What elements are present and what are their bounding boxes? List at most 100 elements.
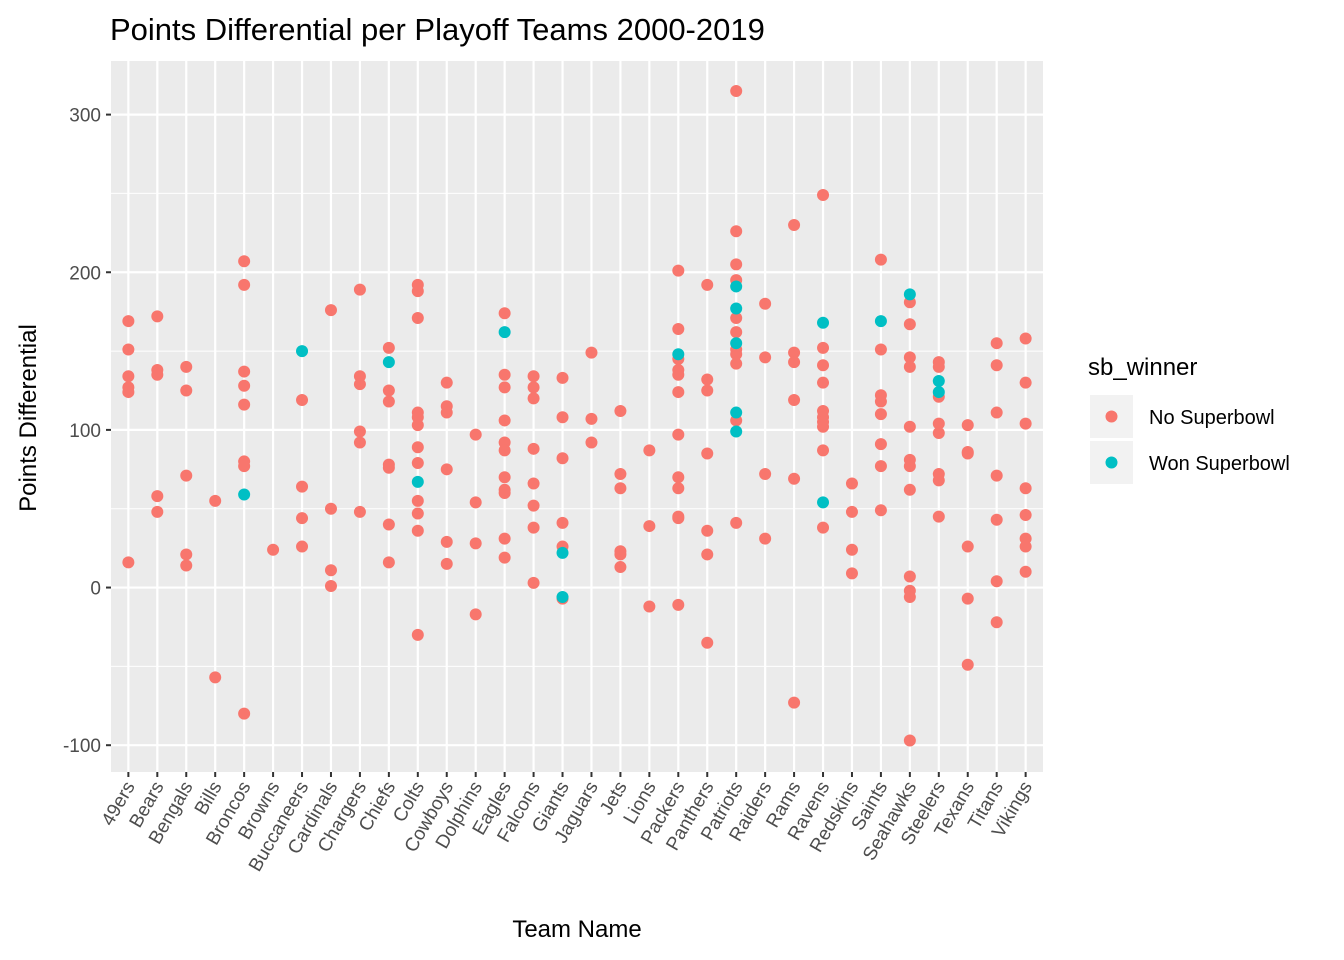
data-point bbox=[643, 444, 656, 457]
data-point bbox=[180, 559, 193, 572]
data-point bbox=[817, 189, 830, 202]
data-point bbox=[730, 357, 743, 370]
data-point bbox=[1019, 565, 1032, 578]
data-point bbox=[556, 371, 569, 384]
legend: sb_winner No Superbowl Won Superbowl bbox=[1088, 354, 1290, 484]
data-point bbox=[151, 368, 164, 381]
data-point bbox=[498, 486, 511, 499]
data-point bbox=[788, 393, 801, 406]
data-point bbox=[353, 505, 366, 518]
data-point bbox=[267, 543, 280, 556]
data-point bbox=[961, 540, 974, 553]
data-point bbox=[788, 356, 801, 369]
data-point bbox=[817, 496, 830, 509]
data-point bbox=[151, 490, 164, 503]
data-point bbox=[209, 494, 222, 507]
data-point bbox=[180, 384, 193, 397]
data-point bbox=[614, 404, 627, 417]
data-point bbox=[440, 535, 453, 548]
y-tick-label: 0 bbox=[90, 579, 101, 600]
data-point bbox=[961, 592, 974, 605]
data-point bbox=[614, 482, 627, 495]
x-axis-title: Team Name bbox=[512, 916, 641, 943]
data-point bbox=[730, 258, 743, 271]
data-point bbox=[180, 469, 193, 482]
data-point bbox=[527, 370, 540, 383]
data-point bbox=[817, 359, 830, 372]
data-point bbox=[411, 441, 424, 454]
data-point bbox=[845, 543, 858, 556]
data-point bbox=[614, 468, 627, 481]
data-point bbox=[672, 428, 685, 441]
data-point bbox=[874, 253, 887, 266]
data-point bbox=[990, 513, 1003, 526]
data-point bbox=[238, 278, 251, 291]
data-point bbox=[701, 278, 714, 291]
data-point bbox=[932, 386, 945, 399]
data-point bbox=[411, 285, 424, 298]
data-point bbox=[296, 393, 309, 406]
data-point bbox=[296, 512, 309, 525]
data-point bbox=[469, 537, 482, 550]
data-point bbox=[238, 488, 251, 501]
data-point bbox=[788, 696, 801, 709]
data-point bbox=[382, 518, 395, 531]
data-point bbox=[990, 575, 1003, 588]
data-point bbox=[382, 395, 395, 408]
data-point bbox=[382, 461, 395, 474]
data-point bbox=[730, 311, 743, 324]
data-point bbox=[324, 579, 337, 592]
data-point bbox=[817, 341, 830, 354]
data-point bbox=[498, 307, 511, 320]
data-point bbox=[874, 395, 887, 408]
data-point bbox=[903, 420, 916, 433]
data-point bbox=[701, 373, 714, 386]
data-point bbox=[614, 561, 627, 574]
y-axis-title: Points Differential bbox=[15, 324, 42, 512]
legend-swatch bbox=[1105, 410, 1118, 423]
data-point bbox=[440, 463, 453, 476]
data-point bbox=[730, 84, 743, 97]
chart-title: Points Differential per Playoff Teams 20… bbox=[110, 12, 765, 47]
data-point bbox=[556, 591, 569, 604]
data-point bbox=[672, 598, 685, 611]
data-point bbox=[932, 510, 945, 523]
data-point bbox=[903, 288, 916, 301]
data-point bbox=[759, 468, 772, 481]
data-point bbox=[498, 368, 511, 381]
data-point bbox=[585, 346, 598, 359]
data-point bbox=[382, 341, 395, 354]
data-point bbox=[498, 551, 511, 564]
data-point bbox=[730, 225, 743, 238]
data-point bbox=[845, 477, 858, 490]
data-point bbox=[672, 323, 685, 336]
data-point bbox=[498, 532, 511, 545]
y-tick-label: -100 bbox=[63, 736, 101, 757]
data-point bbox=[556, 516, 569, 529]
data-point bbox=[296, 480, 309, 493]
data-point bbox=[1019, 482, 1032, 495]
legend-swatch bbox=[1105, 456, 1118, 469]
legend-label: No Superbowl bbox=[1149, 407, 1275, 429]
data-point bbox=[817, 521, 830, 534]
data-point bbox=[1019, 417, 1032, 430]
data-point bbox=[411, 494, 424, 507]
data-point bbox=[701, 384, 714, 397]
data-point bbox=[990, 406, 1003, 419]
data-point bbox=[527, 477, 540, 490]
data-point bbox=[411, 419, 424, 432]
data-point bbox=[874, 343, 887, 356]
data-point bbox=[382, 356, 395, 369]
data-point bbox=[990, 469, 1003, 482]
data-point bbox=[672, 264, 685, 277]
data-point bbox=[730, 337, 743, 350]
data-point bbox=[527, 392, 540, 405]
data-point bbox=[903, 360, 916, 373]
data-point bbox=[990, 616, 1003, 629]
data-point bbox=[643, 520, 656, 533]
data-point bbox=[903, 351, 916, 364]
data-point bbox=[932, 417, 945, 430]
data-point bbox=[411, 311, 424, 324]
data-point bbox=[440, 557, 453, 570]
data-point bbox=[324, 564, 337, 577]
